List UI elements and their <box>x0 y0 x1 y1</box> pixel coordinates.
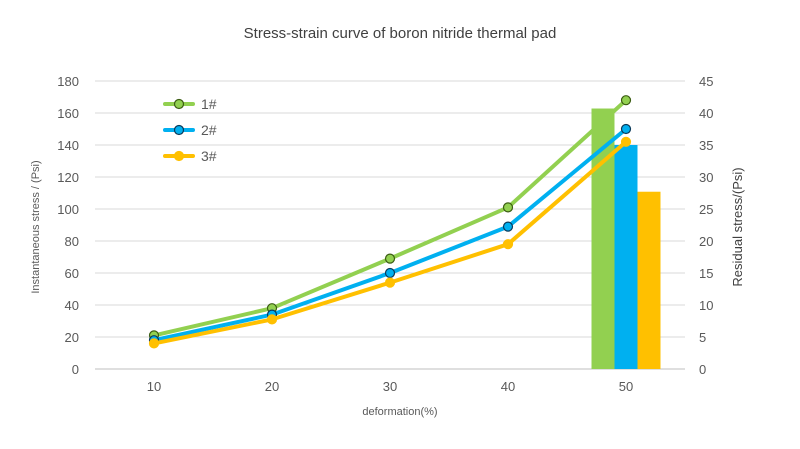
y-tick-left: 160 <box>57 106 79 121</box>
y-tick-right: 15 <box>699 266 713 281</box>
x-tick: 50 <box>619 379 633 394</box>
y-axis-label-left: Instantaneous stress / (Psi) <box>30 160 42 293</box>
bar-residual-3 <box>637 191 661 369</box>
y-tick-right: 30 <box>699 170 713 185</box>
y-axis-label-right: Residual stress/(Psi) <box>730 167 745 286</box>
data-point <box>502 239 514 250</box>
x-tick: 40 <box>501 379 515 394</box>
y-tick-right: 25 <box>699 202 713 217</box>
y-tick-left: 40 <box>65 298 79 313</box>
data-point <box>620 123 632 135</box>
data-point <box>384 253 396 264</box>
data-point <box>266 314 278 325</box>
x-tick: 20 <box>265 379 279 394</box>
data-point <box>502 202 514 213</box>
y-tick-right: 20 <box>699 234 713 249</box>
y-tick-right: 0 <box>699 362 706 377</box>
x-tick: 30 <box>383 379 397 394</box>
data-point <box>384 277 396 288</box>
chart-title: Stress-strain curve of boron nitride the… <box>244 25 557 42</box>
legend-label-1: 1# <box>201 96 217 112</box>
data-point <box>148 338 160 349</box>
x-axis-label: deformation(%) <box>362 406 437 418</box>
y-tick-left: 0 <box>72 362 79 377</box>
legend-marker-3 <box>173 150 185 162</box>
legend-label-3: 3# <box>201 148 217 164</box>
y-tick-left: 120 <box>57 170 79 185</box>
legend-marker-2 <box>173 124 185 136</box>
y-tick-right: 45 <box>699 74 713 89</box>
y-tick-left: 140 <box>57 138 79 153</box>
y-tick-right: 35 <box>699 138 713 153</box>
y-tick-right: 10 <box>699 298 713 313</box>
y-tick-left: 180 <box>57 74 79 89</box>
y-tick-left: 60 <box>65 266 79 281</box>
data-point <box>384 267 396 279</box>
bar-residual-2 <box>614 145 638 369</box>
series-line-2 <box>152 127 628 343</box>
y-tick-left: 80 <box>65 234 79 249</box>
bars <box>591 108 661 370</box>
data-point <box>502 221 514 232</box>
series-line-1 <box>152 98 628 338</box>
legend-marker-1 <box>173 98 185 110</box>
bar-residual-1 <box>591 108 615 370</box>
legend-label-2: 2# <box>201 122 217 138</box>
y-tick-left: 100 <box>57 202 79 217</box>
y-tick-right: 5 <box>699 330 706 345</box>
series-line-3 <box>152 139 628 346</box>
legend: 1# 2# 3# <box>163 96 217 164</box>
data-point <box>620 136 632 147</box>
tick-labels: 0 20 40 60 80 100 120 140 160 180 0 5 10 15 20 25 30 35 40… <box>57 74 713 394</box>
x-tick: 10 <box>147 379 161 394</box>
y-tick-right: 40 <box>699 106 713 121</box>
data-point <box>620 95 632 106</box>
series-lines <box>148 95 632 349</box>
y-tick-left: 20 <box>65 330 79 345</box>
